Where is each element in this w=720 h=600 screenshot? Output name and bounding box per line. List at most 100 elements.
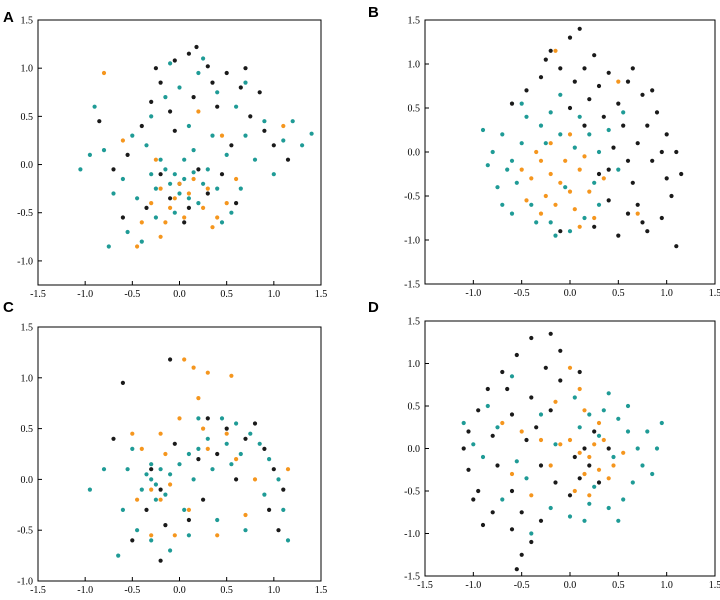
panel-b-point-teal [485, 163, 490, 168]
panel-a-point-black [125, 152, 130, 157]
panel-b-point-teal [543, 141, 548, 146]
panel-c-point-black [224, 426, 229, 431]
panel-d-point-black [485, 386, 490, 392]
panel-d-point-teal [654, 446, 660, 451]
panel-a-point-teal [106, 244, 111, 249]
panel-c-point-orange [163, 451, 168, 457]
panel-b-point-teal [480, 127, 486, 133]
panel-d-point-black [596, 480, 602, 485]
panel-d-point-teal [616, 416, 621, 421]
panel-b-x-tick-label: 0.5 [612, 288, 625, 299]
panel-c-point-teal [130, 446, 135, 451]
panel-b-point-teal [529, 202, 534, 207]
panel-c-point-teal [182, 507, 187, 512]
panel-d-y-tick-label: 0.5 [408, 402, 421, 413]
panel-a-point-teal [309, 131, 314, 136]
panel-c-point-black [215, 451, 220, 457]
panel-b-point-black [616, 101, 621, 106]
panel-c-point-orange [252, 477, 258, 482]
panel-c-point-orange [243, 512, 248, 518]
panel-b-point-orange [538, 211, 544, 216]
panel-d-point-teal [606, 391, 611, 396]
panel-d-point-orange [572, 488, 577, 494]
panel-d-point-teal [524, 476, 529, 481]
panel-c-point-orange [201, 426, 206, 431]
panel-a-point-orange [139, 220, 144, 225]
panel-c-point-black [276, 528, 281, 533]
panel-a-point-teal [215, 186, 220, 191]
panel-a-point-orange [120, 138, 125, 143]
panel-c-point-orange [224, 431, 229, 436]
panel-d-y-tick-label: 1.0 [408, 359, 421, 370]
panel-c-point-teal [257, 441, 262, 446]
panel-d-point-teal [567, 514, 573, 519]
panel-d-point-teal [572, 395, 577, 400]
panel-b-point-black [645, 229, 650, 234]
panel-a-point-teal [163, 95, 168, 100]
panel-a-point-orange [182, 215, 187, 220]
panel-d: D -1.5 -1.0 -0.5 0.0 0.5 1.0 1.5 -1.5 -1.0 -0.5 0.… [368, 299, 720, 591]
panel-c-point-teal [281, 507, 286, 512]
panel-c-point-black [243, 436, 248, 441]
panel-b-x-tick-label: 1.5 [709, 288, 720, 299]
panel-a-point-black [168, 109, 173, 114]
panel-d-point-black [461, 446, 466, 451]
panel-c-point-teal [262, 492, 267, 497]
panel-a-point-black [205, 64, 210, 69]
panel-b-y-tick-label: 1.0 [408, 60, 421, 71]
panel-d-point-teal [577, 425, 582, 430]
panel-d-point-black [534, 425, 539, 430]
panel-d-point-teal [645, 429, 650, 434]
panel-b-point-black [592, 53, 597, 58]
panel-a-point-teal [144, 143, 149, 148]
panel-d-point-orange [601, 437, 606, 443]
panel-d-point-teal [529, 531, 534, 536]
panel-c-point-teal [168, 548, 173, 553]
panel-c-point-orange [130, 431, 135, 436]
panel-d-y-tick-label: -1.0 [404, 529, 420, 540]
panel-a-point-teal [168, 61, 173, 66]
panel-d-point-orange [558, 442, 563, 447]
panel-d-point-teal [592, 484, 597, 489]
panel-a-point-teal [224, 152, 229, 157]
panel-d-point-teal [640, 463, 645, 468]
panel-a-point-teal [149, 114, 154, 119]
panel-b-point-orange [616, 79, 621, 84]
panel-b-point-orange [572, 207, 577, 212]
panel-c-point-black [130, 538, 135, 543]
panel-a-point-teal [153, 215, 158, 220]
panel-c-point-orange [182, 357, 187, 362]
panel-d-x-tick-label: -1.0 [465, 580, 481, 591]
panel-d-point-black [529, 539, 534, 545]
panel-a-point-orange [215, 215, 220, 220]
panel-b-point-black [645, 123, 650, 128]
panel-b-point-teal [621, 110, 626, 115]
panel-b-point-black [616, 233, 621, 238]
panel-a-point-teal [205, 167, 210, 172]
panel-a-point-black [158, 172, 163, 177]
panel-c-point-black [120, 380, 125, 385]
panel-a-point-black [186, 51, 191, 56]
panel-c-point-teal [285, 538, 291, 543]
panel-b-y-tick-label: 0.0 [408, 148, 421, 159]
panel-d-x-tick-label: 0.0 [564, 580, 577, 591]
panel-b-point-black [659, 149, 664, 155]
panel-d-point-teal [514, 459, 519, 464]
panel-b-point-teal [500, 132, 505, 137]
panel-a-point-black [194, 44, 199, 50]
panel-d-point-black [476, 488, 481, 494]
panel-c-point-black [186, 517, 191, 523]
panel-b-point-orange [563, 158, 568, 163]
panel-a-point-black [196, 167, 201, 172]
panel-c-point-teal [205, 436, 210, 441]
panel-a-x-tick-label: -1.5 [30, 289, 46, 300]
panel-d-point-orange [509, 471, 515, 477]
panel-c-point-orange [215, 533, 220, 538]
panel-a-point-teal [130, 133, 135, 138]
panel-b-point-black [635, 141, 640, 146]
panel-c-point-orange [205, 446, 210, 451]
panel-d-point-teal [635, 446, 640, 451]
panel-a-point-orange [163, 220, 168, 225]
panel-a-point-teal [158, 157, 163, 162]
